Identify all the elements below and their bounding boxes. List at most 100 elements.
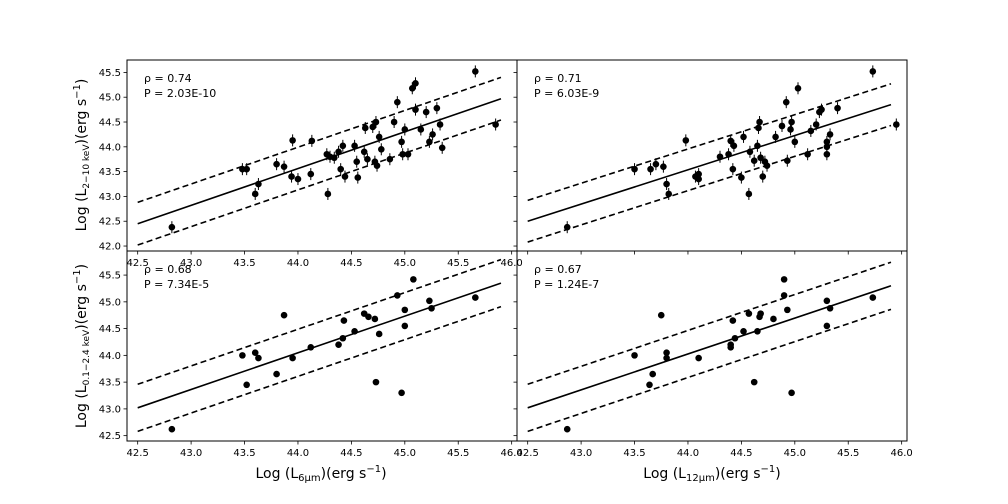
data-point [787,126,794,133]
data-point [438,144,446,152]
data-point [563,425,571,433]
upper-scatter-line [527,83,892,202]
data-point [365,313,372,321]
data-point [657,311,665,319]
data-point [422,108,430,116]
data-point [351,327,358,335]
data-point [390,118,398,126]
lower-scatter-line [137,305,502,433]
data-point [780,292,788,299]
data-point [354,174,362,181]
fit-line [527,103,892,222]
data-point [893,121,900,128]
data-point [472,68,479,75]
ylabel-top: Log (L2−10 keV)(erg s−1) [72,79,92,232]
y-tick-label: 42.5 [99,217,121,228]
data-point [729,317,737,324]
data-point [759,173,767,180]
xlabel-left: Log (L6μm)(erg s−1) [255,464,386,484]
data-point [791,138,799,146]
data-point [731,334,739,342]
x-tick-label: 43.5 [623,448,645,459]
data-point [869,68,877,75]
data-point [772,133,779,141]
panels: 42.5 43.0 43.5 44.0 44.5 45.0 45.5 46.042.042.5… [99,59,913,459]
data-point [353,158,361,166]
rho-annotation: ρ = 0.74 [144,72,192,85]
panel-top-right: ρ = 0.71 P = 6.03E-9 [513,59,908,255]
data-point [492,121,499,128]
data-point [695,354,702,362]
data-point [631,352,638,359]
data-point [727,137,734,145]
data-point [750,378,758,386]
data-point [410,276,417,283]
data-point [308,137,316,145]
data-point [255,354,262,362]
data-point [340,317,348,324]
data-point [307,344,315,351]
data-point [780,276,788,283]
data-point [563,223,571,231]
y-tick-label: 45.0 [99,93,121,104]
data-point [401,322,409,330]
y-tick-label: 45.5 [99,68,121,79]
data-point [394,292,401,299]
x-tick-label: 43.0 [180,258,202,269]
panel-bottom-right: 42.5 43.0 43.5 44.0 44.5 45.0 45.5 46.0 ρ = 0.67… [513,250,913,459]
data-point [823,322,831,330]
data-point [426,297,433,305]
p-value-annotation: P = 1.24E-7 [534,278,599,291]
data-point [398,138,405,146]
lower-scatter-line [527,124,892,243]
data-point [341,173,349,180]
data-point [288,173,295,180]
data-point [807,127,815,135]
y-tick-label: 43.0 [99,192,121,203]
x-tick-label: 44.0 [287,258,309,269]
data-point [804,150,811,158]
x-tick-label: 42.5 [127,448,149,459]
data-point [273,370,280,378]
data-point [788,389,795,397]
data-point [398,389,405,397]
x-tick-label: 44.5 [730,448,752,459]
x-tick-label: 45.0 [784,448,806,459]
x-tick-label: 46.0 [891,448,913,459]
data-point [401,126,409,133]
x-tick-label: 45.0 [394,258,416,269]
x-tick-label: 44.5 [340,258,362,269]
upper-scatter-line [137,258,502,386]
data-point [372,378,380,386]
data-point [631,165,638,173]
data-point [375,330,383,338]
data-point [818,106,825,113]
x-tick-label: 43.0 [180,448,202,459]
data-point [255,180,262,188]
data-point [168,425,176,433]
data-point [428,304,435,312]
data-point [472,294,479,301]
data-point [730,142,738,150]
data-point [649,370,656,378]
data-point [727,344,734,351]
x-tick-label: 44.0 [677,448,699,459]
data-point [869,294,877,301]
x-tick-label: 46.0 [501,258,523,269]
data-point [399,150,406,158]
data-point [243,381,250,389]
x-tick-label: 45.5 [447,448,469,459]
data-point [746,148,754,156]
data-point [782,98,790,106]
data-point [361,124,369,132]
y-tick-label: 43.5 [99,167,121,178]
data-point [740,133,747,141]
fit-line [137,97,502,225]
xlabel-right: Log (L12μm)(erg s−1) [643,464,780,484]
data-point [412,80,419,87]
data-point [417,126,425,133]
data-point [757,310,764,317]
data-point [280,163,288,170]
y-tick-label: 44.0 [99,351,121,362]
